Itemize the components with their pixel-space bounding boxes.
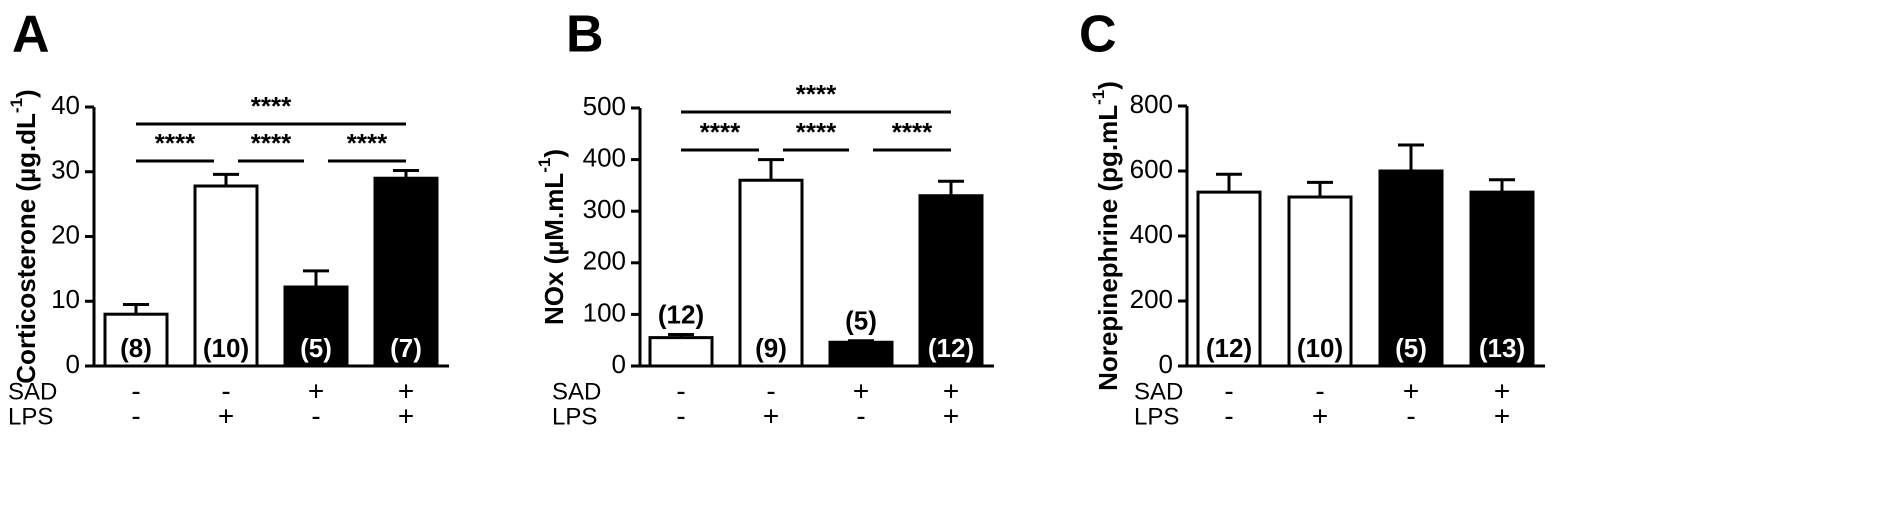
y-tick-label: 30 <box>51 155 80 185</box>
factor-label-sad: SAD <box>552 378 601 405</box>
significance-label: **** <box>251 91 292 121</box>
y-tick-label: 400 <box>583 142 626 172</box>
significance-label: **** <box>155 128 196 158</box>
bar <box>828 340 894 368</box>
y-tick-label: 100 <box>583 297 626 327</box>
factor-mark: + <box>1494 400 1510 431</box>
y-tick-label: 200 <box>1130 284 1173 314</box>
y-axis-label-close: ) <box>1093 81 1123 90</box>
factor-mark: + <box>943 375 959 406</box>
y-axis-label: NOx (µM.mL-1) <box>535 149 568 325</box>
bar <box>1378 169 1444 368</box>
y-axis-label-close: ) <box>11 89 41 98</box>
panel-b: B 0 100 200 300 400 500 NOx (µM.mL-1) (12) (9) (5)… <box>535 6 994 431</box>
sample-size-label: (12) <box>658 299 704 329</box>
sample-size-label: (5) <box>845 306 877 336</box>
significance-label: **** <box>700 117 741 147</box>
panel-letter: A <box>12 6 50 64</box>
factor-mark: - <box>131 375 140 406</box>
y-axis-label: Corticosterone (µg.dL-1) <box>7 89 40 383</box>
factor-mark: + <box>853 375 869 406</box>
significance-label: **** <box>892 117 933 147</box>
y-axis-label-superscript: -1 <box>7 98 26 113</box>
y-axis-label-text: Norepinephrine (pg.mL <box>1093 105 1123 391</box>
significance-label: **** <box>796 79 837 109</box>
bar <box>738 178 804 368</box>
sample-size-label: (7) <box>390 333 422 363</box>
y-tick-label: 0 <box>612 349 626 379</box>
y-tick-label: 20 <box>51 219 80 249</box>
y-axis-label-superscript: -1 <box>535 158 554 173</box>
factor-mark: + <box>1312 400 1328 431</box>
y-tick-label: 0 <box>66 349 80 379</box>
bar <box>103 312 169 368</box>
sample-size-label: (12) <box>928 333 974 363</box>
y-tick-label: 800 <box>1130 89 1173 119</box>
bar <box>1287 195 1353 368</box>
factor-mark: - <box>1224 375 1233 406</box>
sample-size-label: (13) <box>1479 333 1525 363</box>
bar <box>193 184 259 368</box>
y-axis-label-superscript: -1 <box>1089 90 1108 105</box>
y-axis-label-close: ) <box>539 149 569 158</box>
factor-mark: + <box>763 400 779 431</box>
sample-size-label: (8) <box>120 333 152 363</box>
factor-mark: + <box>398 400 414 431</box>
y-tick-label: 10 <box>51 284 80 314</box>
factor-label-lps: LPS <box>552 403 597 430</box>
y-tick-label: 0 <box>1159 349 1173 379</box>
significance-label: **** <box>347 128 388 158</box>
significance-label: **** <box>796 117 837 147</box>
factor-mark: + <box>1494 375 1510 406</box>
bar <box>283 285 349 368</box>
factor-mark: + <box>398 375 414 406</box>
factor-label-sad: SAD <box>1134 378 1183 405</box>
factor-mark: - <box>311 400 320 431</box>
sample-size-label: (5) <box>1395 333 1427 363</box>
factor-mark: - <box>676 400 685 431</box>
y-tick-label: 400 <box>1130 219 1173 249</box>
factor-mark: + <box>1403 375 1419 406</box>
factor-mark: - <box>766 375 775 406</box>
panel-a: A 0 10 20 30 40 Corticosterone (µg.dL-1) (8) (10… <box>7 6 449 431</box>
bar <box>373 176 439 368</box>
factor-mark: - <box>1315 375 1324 406</box>
sample-size-label: (5) <box>300 333 332 363</box>
sample-size-label: (12) <box>1206 333 1252 363</box>
sample-size-label: (10) <box>203 333 249 363</box>
factor-mark: + <box>943 400 959 431</box>
factor-mark: - <box>221 375 230 406</box>
panel-letter: C <box>1079 6 1117 64</box>
factor-mark: - <box>131 400 140 431</box>
y-axis-label: Norepinephrine (pg.mL-1) <box>1089 81 1122 391</box>
factor-label-sad: SAD <box>8 378 57 405</box>
factor-mark: - <box>1406 400 1415 431</box>
bar <box>918 194 984 368</box>
y-tick-label: 300 <box>583 194 626 224</box>
y-tick-label: 40 <box>51 90 80 120</box>
sample-size-label: (10) <box>1297 333 1343 363</box>
y-tick-label: 200 <box>583 246 626 276</box>
y-axis-label-text: Corticosterone (µg.dL <box>11 113 41 384</box>
y-tick-label: 600 <box>1130 154 1173 184</box>
factor-mark: - <box>676 375 685 406</box>
factor-mark: + <box>218 400 234 431</box>
significance-label: **** <box>251 128 292 158</box>
bar <box>1196 190 1262 368</box>
factor-mark: - <box>1224 400 1233 431</box>
panel-letter: B <box>566 6 604 64</box>
factor-label-lps: LPS <box>8 403 53 430</box>
factor-mark: - <box>856 400 865 431</box>
y-tick-label: 500 <box>583 91 626 121</box>
sample-size-label: (9) <box>755 333 787 363</box>
factor-mark: + <box>308 375 324 406</box>
y-axis-label-text: NOx (µM.mL <box>539 173 569 325</box>
bar <box>648 336 714 368</box>
factor-label-lps: LPS <box>1134 403 1179 430</box>
